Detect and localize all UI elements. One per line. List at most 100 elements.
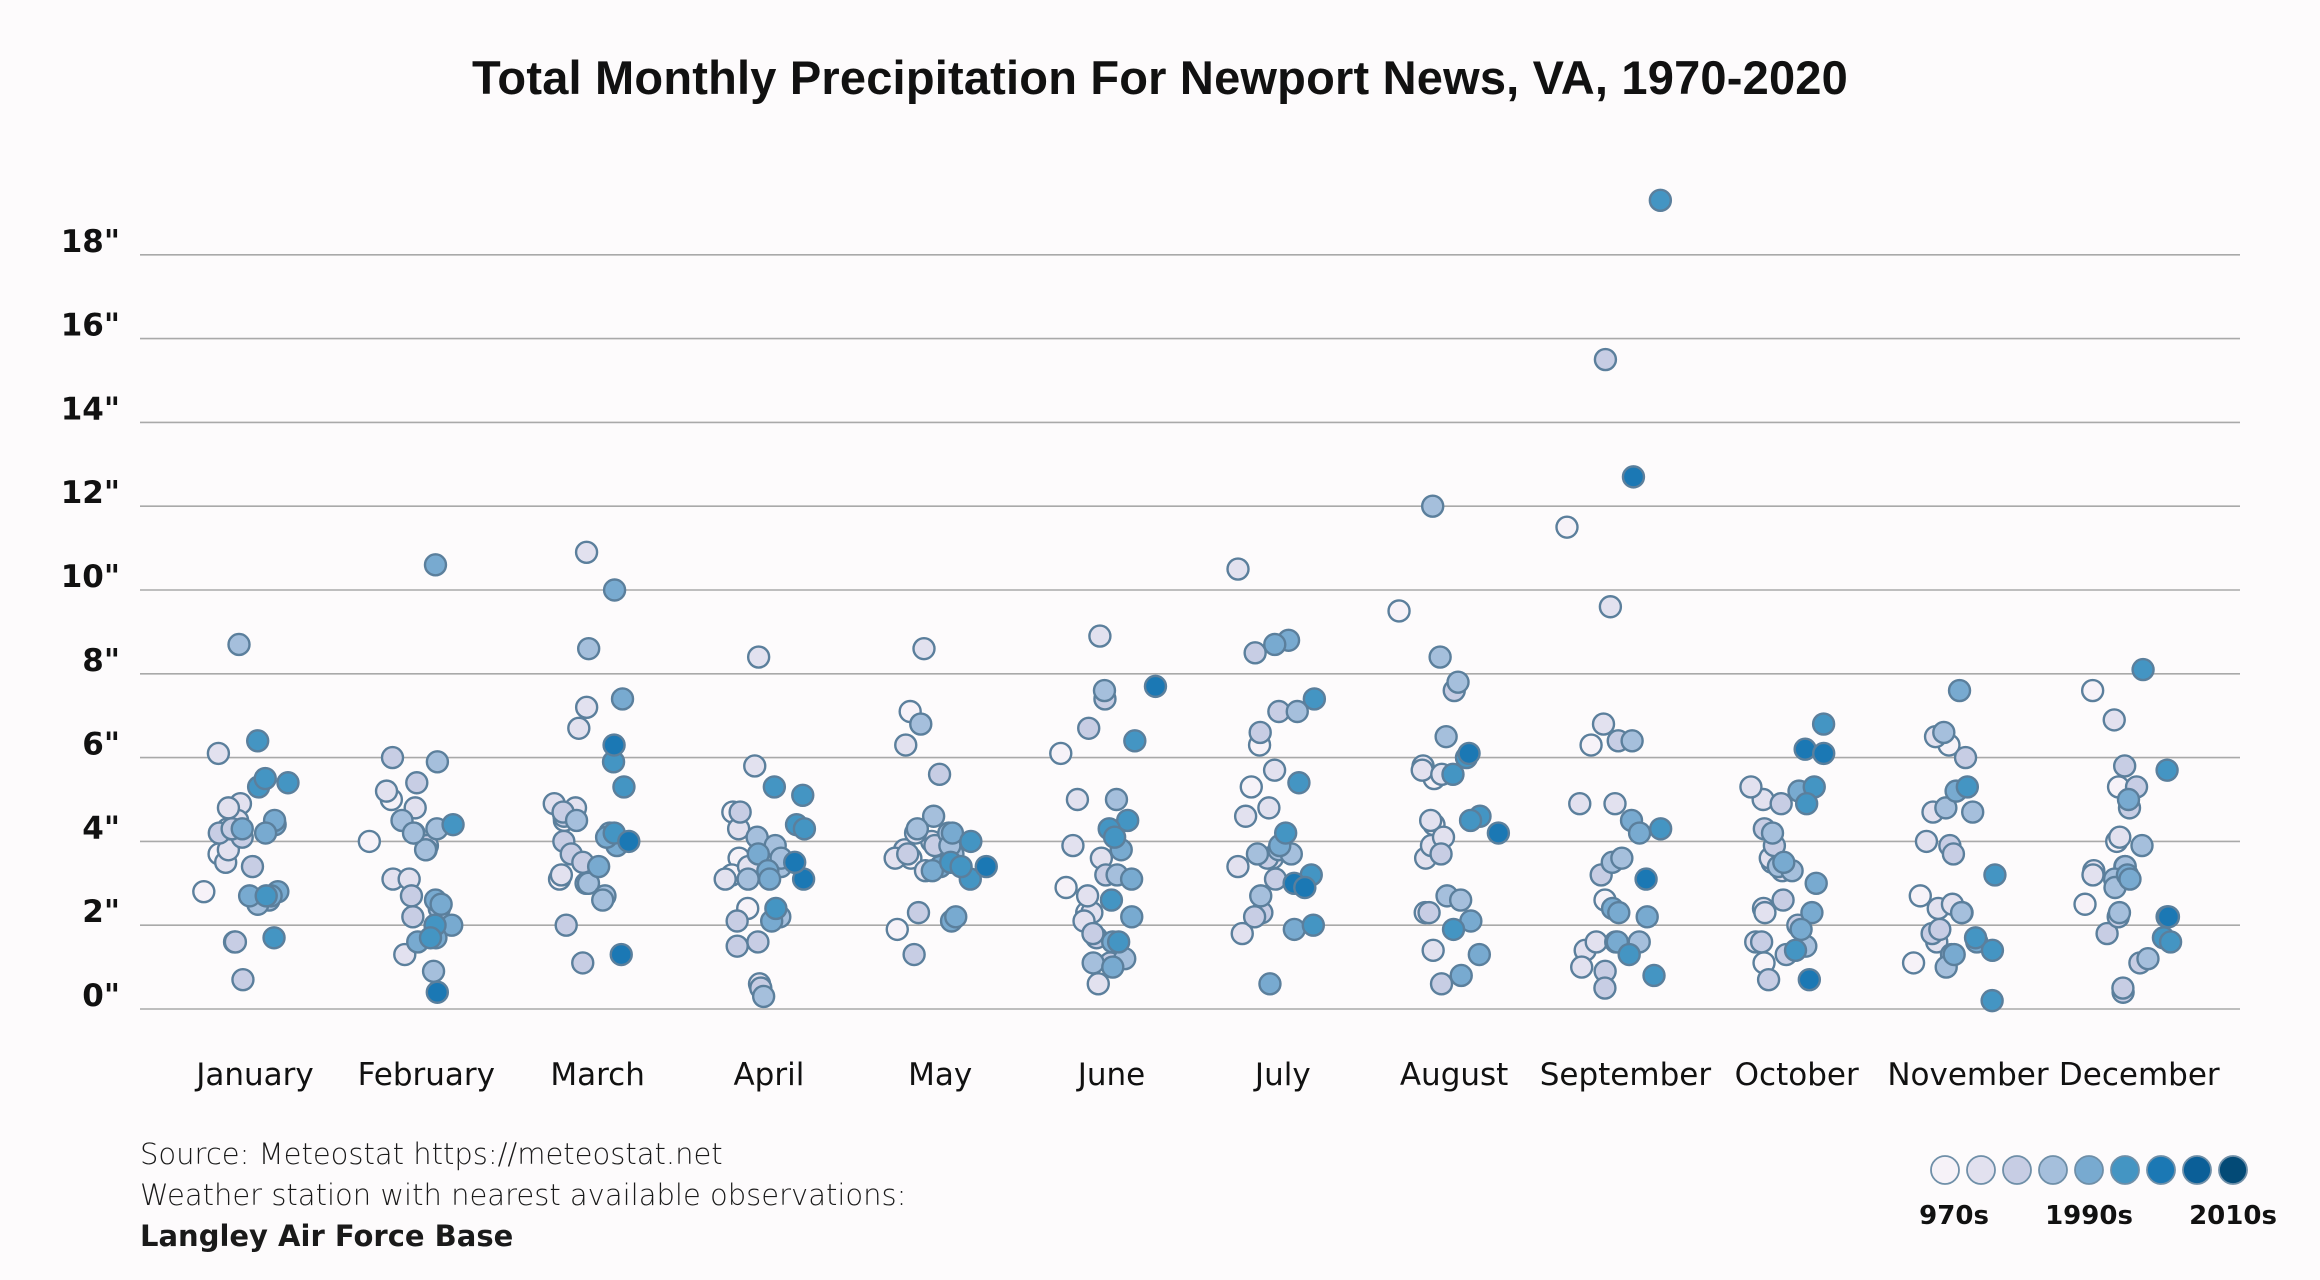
data-point <box>2080 678 2105 703</box>
x-tick-label: March <box>550 1057 645 1093</box>
data-point <box>1458 808 1483 833</box>
data-point <box>728 800 752 824</box>
data-point <box>764 896 788 921</box>
data-point <box>974 854 998 879</box>
data-point <box>1441 917 1466 942</box>
data-point <box>1617 942 1641 967</box>
data-point <box>751 984 776 1009</box>
legend-swatch <box>2182 1155 2212 1185</box>
data-point <box>423 553 448 577</box>
data-point <box>2130 833 2154 858</box>
data-point <box>959 829 983 854</box>
data-point <box>223 930 248 954</box>
data-point <box>567 716 591 740</box>
data-point <box>253 821 278 845</box>
data-point <box>1429 972 1454 996</box>
data-point <box>2118 867 2142 891</box>
chart-title: Total Monthly Precipitation For Newport … <box>472 51 1848 104</box>
data-point <box>1282 917 1307 942</box>
station-line: Weather station with nearest available o… <box>140 1178 907 1212</box>
data-point <box>441 812 465 837</box>
data-point <box>1980 988 2004 1013</box>
data-point <box>1648 817 1673 841</box>
data-point <box>792 817 817 841</box>
legend-label: 2010s <box>2189 1201 2277 1231</box>
data-point <box>1749 930 1774 954</box>
data-point <box>192 879 216 904</box>
data-point <box>617 829 641 854</box>
data-point <box>1081 921 1105 946</box>
data-point <box>1420 494 1445 518</box>
data-point <box>1226 557 1250 581</box>
data-point <box>1634 867 1658 891</box>
data-point <box>574 695 599 720</box>
data-point <box>949 854 973 879</box>
data-point <box>1635 905 1659 929</box>
x-tick-label: December <box>2059 1057 2220 1093</box>
data-point <box>902 942 926 967</box>
data-point <box>245 729 270 753</box>
y-tick-label: 18" <box>61 224 120 260</box>
data-point <box>1947 678 1972 703</box>
y-tick-label: 16" <box>61 308 120 344</box>
data-point <box>725 934 749 958</box>
data-point <box>782 850 807 875</box>
data-point <box>1800 900 1824 925</box>
data-point <box>1428 645 1452 669</box>
data-point <box>762 775 787 799</box>
x-tick-label: November <box>1887 1057 2049 1093</box>
data-point <box>2107 900 2132 925</box>
data-point <box>1620 729 1644 753</box>
data-point <box>576 871 601 895</box>
data-point <box>399 884 424 908</box>
data-point <box>413 838 438 862</box>
data-point <box>554 913 578 937</box>
data-point <box>1593 347 1618 372</box>
data-point <box>1143 674 1168 699</box>
data-point <box>1804 871 1828 895</box>
data-point <box>1769 791 1793 816</box>
scatter-plot: 0" 2" 4" 6" 8" 10" 12" 14" 16" 18" January Februar… <box>61 188 2240 1093</box>
data-point <box>1584 930 1608 954</box>
data-point <box>1598 595 1623 619</box>
data-point <box>1448 888 1473 912</box>
data-point <box>1928 917 1952 942</box>
data-point <box>401 821 426 845</box>
data-point <box>2158 930 2183 954</box>
data-point <box>1446 670 1470 694</box>
y-tick-label: 6" <box>82 727 120 763</box>
data-point <box>1901 951 1926 975</box>
data-point <box>1457 741 1481 766</box>
data-point <box>240 854 265 879</box>
data-point <box>612 775 636 799</box>
data-point <box>1077 716 1101 740</box>
data-point <box>262 926 286 950</box>
data-point <box>591 888 615 912</box>
data-point <box>896 842 920 866</box>
data-point <box>1263 632 1287 657</box>
y-tick-label: 4" <box>82 810 120 846</box>
legend-labels: 1970s 1990s 2010s <box>1920 1201 2277 1231</box>
data-point <box>885 917 909 942</box>
data-point <box>1555 515 1579 539</box>
data-point <box>944 905 968 929</box>
data-point <box>713 867 737 891</box>
data-point <box>1287 771 1311 795</box>
data-point <box>1242 905 1267 929</box>
data-point <box>564 808 589 833</box>
y-tick-label: 14" <box>61 391 120 427</box>
data-point <box>1418 808 1443 833</box>
data-point <box>1760 821 1785 845</box>
data-point <box>1942 942 1966 967</box>
data-point <box>1449 963 1473 988</box>
data-point <box>736 867 760 891</box>
y-tick-label: 8" <box>82 643 120 679</box>
x-tick-label: May <box>908 1057 972 1093</box>
data-point <box>1387 599 1411 623</box>
data-point <box>1245 842 1270 866</box>
data-point <box>1486 821 1511 845</box>
data-point <box>725 909 749 933</box>
data-point <box>1106 930 1131 954</box>
data-point <box>1980 938 2005 963</box>
data-point <box>757 867 782 891</box>
